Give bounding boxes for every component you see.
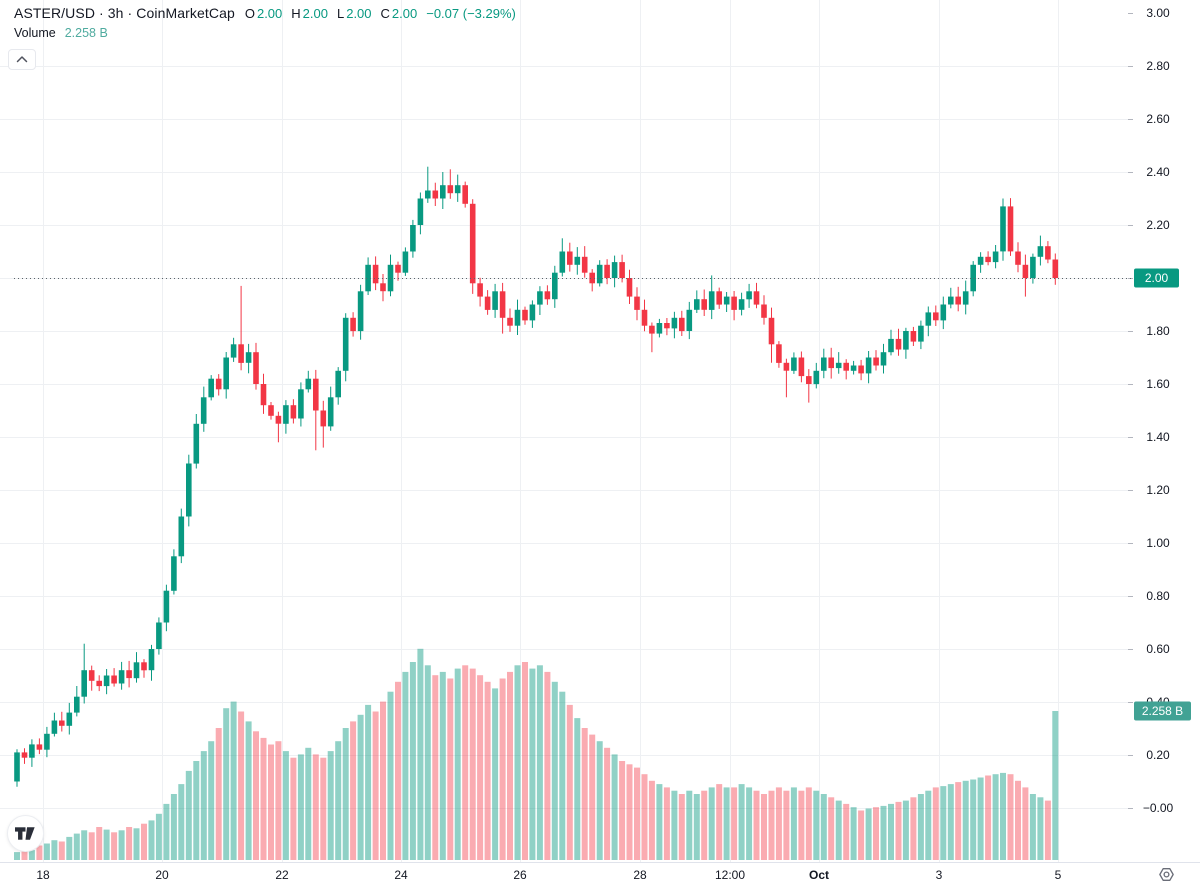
low-value: 2.00 (346, 6, 372, 21)
volume-badge: 2.258 B (1134, 701, 1191, 721)
svg-text:22: 22 (275, 868, 289, 882)
svg-text:3.00: 3.00 (1146, 6, 1170, 20)
open-label: O (244, 6, 255, 21)
change-value: −0.07 (−3.29%) (426, 6, 516, 21)
svg-text:1.00: 1.00 (1146, 536, 1170, 550)
settings-gear-icon[interactable] (1155, 864, 1177, 884)
svg-text:18: 18 (36, 868, 50, 882)
high-label: H (291, 6, 301, 21)
close-value: 2.00 (391, 6, 418, 21)
tradingview-logo-icon (15, 827, 35, 840)
chart-legend: ASTER/USD · 3h · CoinMarketCap O 2.00 H 2.… (8, 5, 516, 70)
svg-text:−0.00: −0.00 (1143, 801, 1174, 815)
collapse-pane-button[interactable] (8, 49, 36, 70)
svg-text:1.60: 1.60 (1146, 377, 1170, 391)
close-label: C (380, 6, 390, 21)
svg-text:2.00: 2.00 (1145, 271, 1169, 285)
svg-text:0.80: 0.80 (1146, 589, 1170, 603)
svg-text:3: 3 (936, 868, 943, 882)
svg-text:20: 20 (155, 868, 169, 882)
svg-text:Oct: Oct (809, 868, 829, 882)
svg-text:5: 5 (1055, 868, 1062, 882)
volume-histogram (14, 648, 1059, 860)
gear-icon (1158, 867, 1174, 881)
svg-text:2.258 B: 2.258 B (1142, 704, 1183, 718)
volume-label: Volume (14, 26, 56, 40)
price-axis[interactable]: 3.00 2.80 2.60 2.40 2.20 2.00 1.80 1.60 1.40 1.20… (1143, 6, 1174, 815)
svg-text:2.20: 2.20 (1146, 218, 1170, 232)
svg-text:12:00: 12:00 (715, 868, 745, 882)
svg-text:1.40: 1.40 (1146, 430, 1170, 444)
symbol-title: ASTER/USD · 3h · CoinMarketCap (14, 5, 235, 21)
svg-text:28: 28 (633, 868, 647, 882)
open-value: 2.00 (256, 6, 283, 21)
svg-text:1.20: 1.20 (1146, 483, 1170, 497)
tradingview-logo[interactable] (7, 815, 44, 852)
chevron-up-icon (16, 56, 28, 63)
time-axis[interactable]: 18 20 22 24 26 28 12:00 Oct 3 5 (36, 868, 1061, 882)
svg-text:0.20: 0.20 (1146, 748, 1170, 762)
volume-readout: Volume 2.258 B (14, 26, 516, 40)
svg-text:24: 24 (394, 868, 408, 882)
low-label: L (336, 6, 345, 21)
svg-text:2.60: 2.60 (1146, 112, 1170, 126)
candles (14, 166, 1059, 787)
svg-text:2.40: 2.40 (1146, 165, 1170, 179)
svg-text:1.80: 1.80 (1146, 324, 1170, 338)
high-value: 2.00 (302, 6, 328, 21)
volume-value: 2.258 B (64, 26, 108, 40)
svg-text:26: 26 (513, 868, 527, 882)
ohlc-readout: O 2.00 H 2.00 L 2.00 C 2.00 −0.07 (−3.29%) (245, 6, 516, 21)
svg-text:2.80: 2.80 (1146, 59, 1170, 73)
grid-lines (0, 0, 1133, 862)
price-badge: 2.00 (1134, 268, 1179, 288)
svg-text:0.60: 0.60 (1146, 642, 1170, 656)
